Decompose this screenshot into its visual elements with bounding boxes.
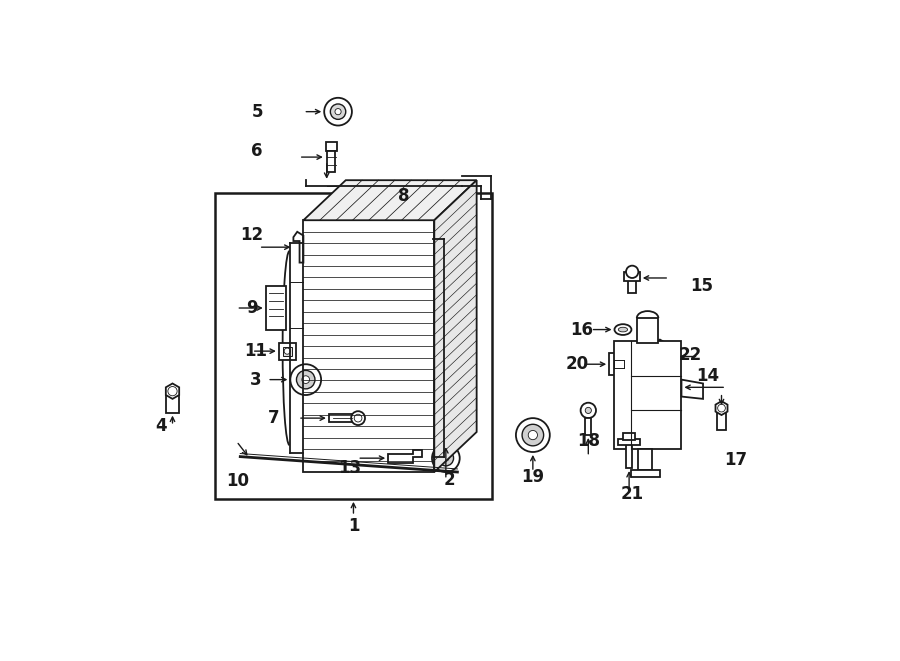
Text: 12: 12: [240, 226, 264, 244]
Polygon shape: [303, 180, 477, 220]
Bar: [628, 278, 636, 293]
Text: 9: 9: [246, 299, 257, 317]
Circle shape: [351, 411, 365, 425]
Bar: [618, 439, 640, 445]
Bar: [436, 403, 451, 422]
Text: 14: 14: [696, 367, 719, 385]
Polygon shape: [681, 379, 703, 399]
Ellipse shape: [615, 324, 632, 335]
Circle shape: [516, 418, 550, 452]
Bar: [440, 407, 447, 419]
Text: 11: 11: [244, 342, 267, 360]
Bar: [623, 433, 635, 440]
Circle shape: [291, 364, 321, 395]
Bar: [626, 444, 632, 468]
Text: 13: 13: [338, 459, 361, 477]
Text: 3: 3: [250, 371, 262, 389]
Circle shape: [626, 266, 638, 278]
Bar: [625, 272, 640, 281]
Text: 20: 20: [566, 355, 590, 373]
Polygon shape: [716, 401, 727, 415]
Text: 8: 8: [398, 187, 410, 206]
Bar: [440, 291, 447, 303]
Bar: [436, 409, 451, 428]
Text: 17: 17: [724, 451, 748, 469]
Bar: [436, 288, 451, 307]
Text: 7: 7: [268, 409, 280, 427]
Text: 21: 21: [621, 485, 644, 502]
Text: 1: 1: [347, 517, 359, 535]
Polygon shape: [166, 383, 179, 399]
Bar: [328, 414, 358, 422]
Circle shape: [324, 98, 352, 126]
Polygon shape: [609, 354, 629, 375]
Text: 15: 15: [690, 277, 713, 295]
Circle shape: [432, 444, 460, 472]
Circle shape: [650, 346, 670, 367]
Bar: [614, 341, 681, 449]
Bar: [637, 318, 659, 342]
Polygon shape: [435, 180, 477, 472]
Circle shape: [302, 375, 310, 383]
Circle shape: [335, 108, 341, 115]
Text: 16: 16: [571, 321, 594, 338]
Text: 2: 2: [444, 471, 455, 488]
Circle shape: [585, 407, 591, 414]
Bar: [440, 412, 447, 424]
Polygon shape: [293, 232, 303, 262]
Polygon shape: [645, 340, 675, 373]
Bar: [326, 141, 337, 151]
Circle shape: [284, 348, 291, 354]
Text: 5: 5: [251, 102, 263, 121]
Bar: [266, 286, 285, 330]
Circle shape: [330, 104, 346, 120]
Bar: [585, 418, 591, 435]
Bar: [166, 391, 179, 412]
Circle shape: [443, 455, 449, 461]
Circle shape: [528, 430, 537, 440]
Text: 6: 6: [251, 142, 263, 160]
Bar: [215, 193, 492, 499]
Polygon shape: [631, 471, 660, 477]
Bar: [638, 449, 652, 471]
Bar: [717, 408, 726, 430]
Text: 18: 18: [577, 432, 599, 450]
Circle shape: [438, 450, 454, 466]
Circle shape: [296, 370, 315, 389]
Bar: [328, 151, 335, 173]
Text: 19: 19: [521, 469, 544, 486]
Bar: [279, 342, 296, 360]
Text: 22: 22: [680, 346, 702, 364]
Circle shape: [522, 424, 544, 446]
Polygon shape: [388, 450, 422, 463]
Bar: [283, 346, 292, 356]
Text: 4: 4: [155, 417, 166, 435]
Text: 10: 10: [227, 472, 249, 490]
Ellipse shape: [618, 327, 627, 332]
Circle shape: [580, 403, 596, 418]
